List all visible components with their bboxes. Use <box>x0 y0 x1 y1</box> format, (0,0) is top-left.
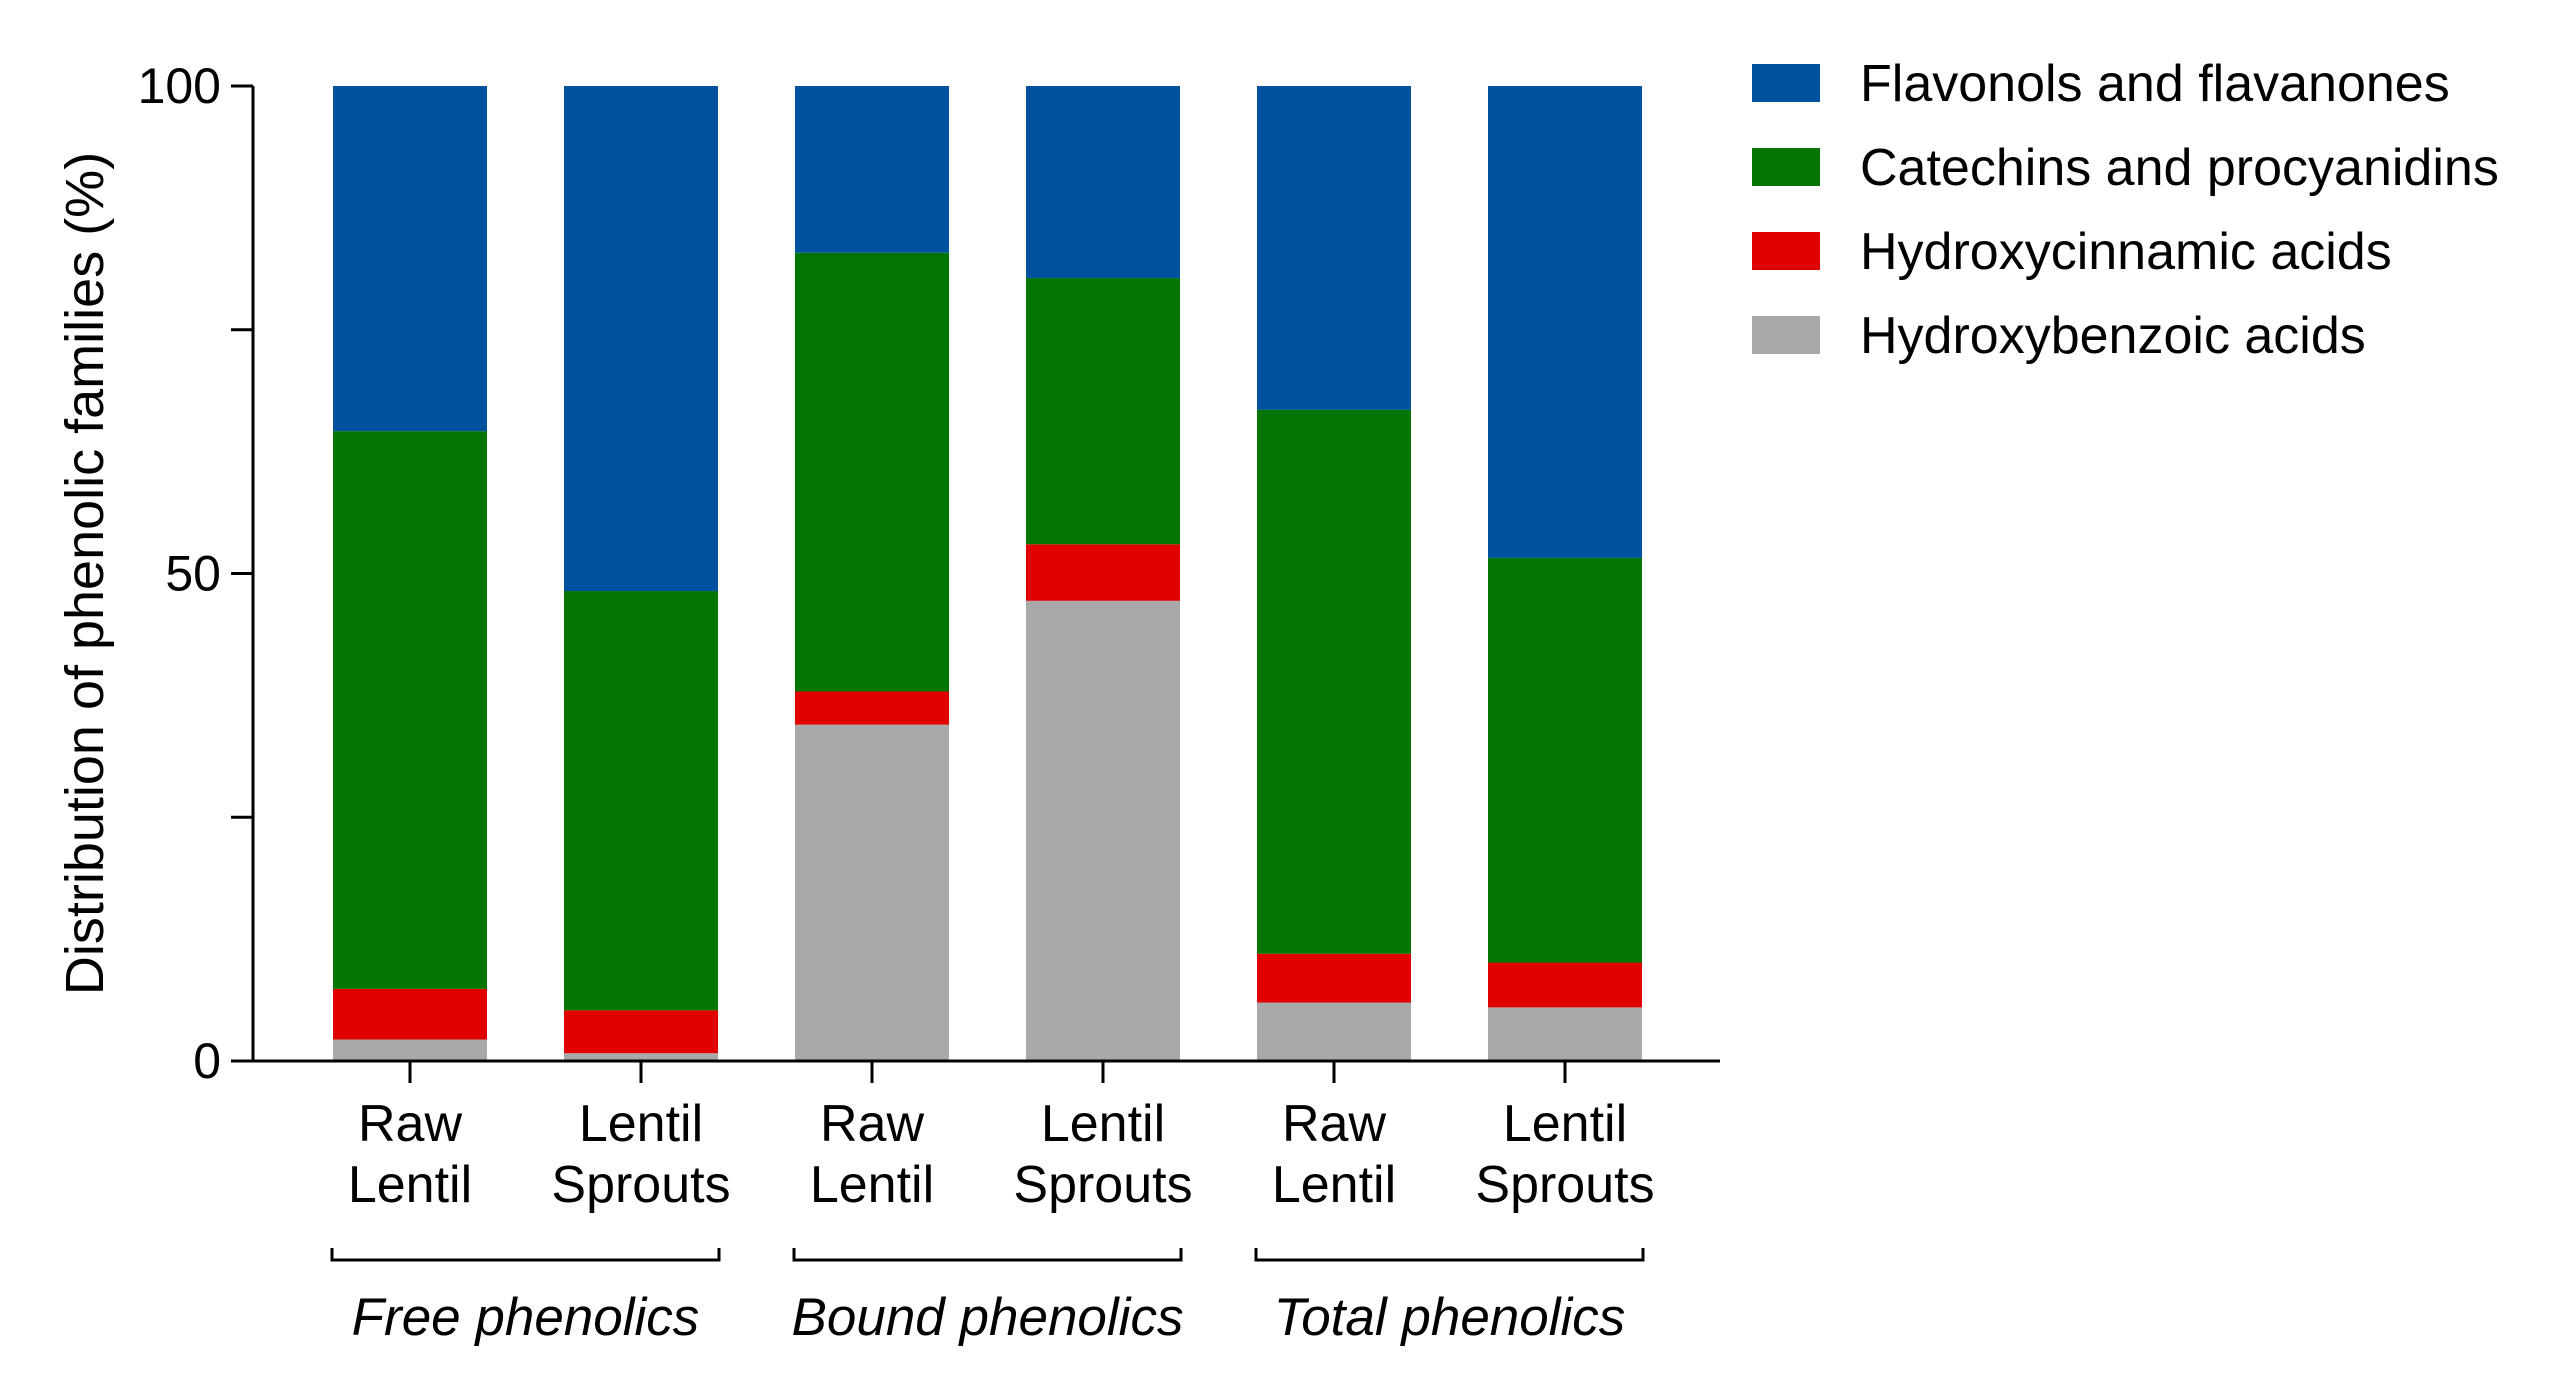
bar-segment <box>795 724 949 1061</box>
bar-segment <box>1257 953 1411 1003</box>
y-tick-label: 100 <box>138 58 221 114</box>
legend-label: Catechins and procyanidins <box>1860 139 2499 197</box>
bar-segment <box>564 1053 718 1061</box>
group-label: Total phenolics <box>1274 1288 1626 1347</box>
legend: Flavonols and flavanones Catechins and pr… <box>1752 55 2499 365</box>
x-tick-label: Lentil <box>579 1095 703 1153</box>
bar-segment <box>1488 1007 1642 1061</box>
bar-segment <box>1026 544 1180 601</box>
bar-segment <box>1026 86 1180 279</box>
legend-swatch <box>1752 64 1820 102</box>
x-tick-label: Sprouts <box>1013 1156 1192 1214</box>
bar-segment <box>1257 409 1411 954</box>
bar-segment <box>1257 86 1411 410</box>
bar-segment <box>564 86 718 592</box>
bar-segment <box>1026 278 1180 545</box>
labels-layer: 050100RawLentilLentilSproutsRawLentilLen… <box>55 58 1655 1347</box>
bar-segment <box>1488 86 1642 558</box>
y-tick-label: 50 <box>165 546 221 602</box>
legend-label: Hydroxybenzoic acids <box>1860 307 2366 365</box>
legend-label: Hydroxycinnamic acids <box>1860 223 2392 281</box>
group-bracket <box>330 1248 721 1262</box>
legend-swatch <box>1752 316 1820 354</box>
bars-layer <box>333 86 1642 1061</box>
x-tick-label: Lentil <box>1041 1095 1165 1153</box>
axes-layer <box>231 84 1720 1262</box>
group-bracket <box>1254 1248 1645 1262</box>
bar-segment <box>333 86 487 432</box>
group-label: Free phenolics <box>352 1288 700 1347</box>
x-tick-label: Sprouts <box>1475 1156 1654 1214</box>
bar-segment <box>333 988 487 1040</box>
x-tick-label: Raw <box>820 1095 924 1153</box>
y-tick-label: 0 <box>193 1033 221 1089</box>
x-tick-label: Lentil <box>348 1156 472 1214</box>
x-tick-label: Lentil <box>1272 1156 1396 1214</box>
bar-segment <box>1026 600 1180 1061</box>
legend-swatch <box>1752 232 1820 270</box>
group-bracket <box>792 1248 1183 1262</box>
x-tick-label: Lentil <box>810 1156 934 1214</box>
legend-swatch <box>1752 148 1820 186</box>
x-tick-label: Sprouts <box>551 1156 730 1214</box>
bar-segment <box>1257 1002 1411 1061</box>
bar-segment <box>564 591 718 1011</box>
bar-segment <box>333 1039 487 1061</box>
x-tick-label: Lentil <box>1503 1095 1627 1153</box>
bar-segment <box>795 252 949 692</box>
bar-segment <box>564 1010 718 1054</box>
x-tick-label: Raw <box>358 1095 462 1153</box>
y-axis-label: Distribution of phenolic families (%) <box>55 152 115 995</box>
group-label: Bound phenolics <box>792 1288 1184 1347</box>
bar-segment <box>333 431 487 989</box>
bar-segment <box>795 691 949 725</box>
bar-segment <box>795 86 949 253</box>
bar-segment <box>1488 962 1642 1008</box>
legend-label: Flavonols and flavanones <box>1860 55 2450 113</box>
bar-segment <box>1488 557 1642 963</box>
x-tick-label: Raw <box>1282 1095 1386 1153</box>
